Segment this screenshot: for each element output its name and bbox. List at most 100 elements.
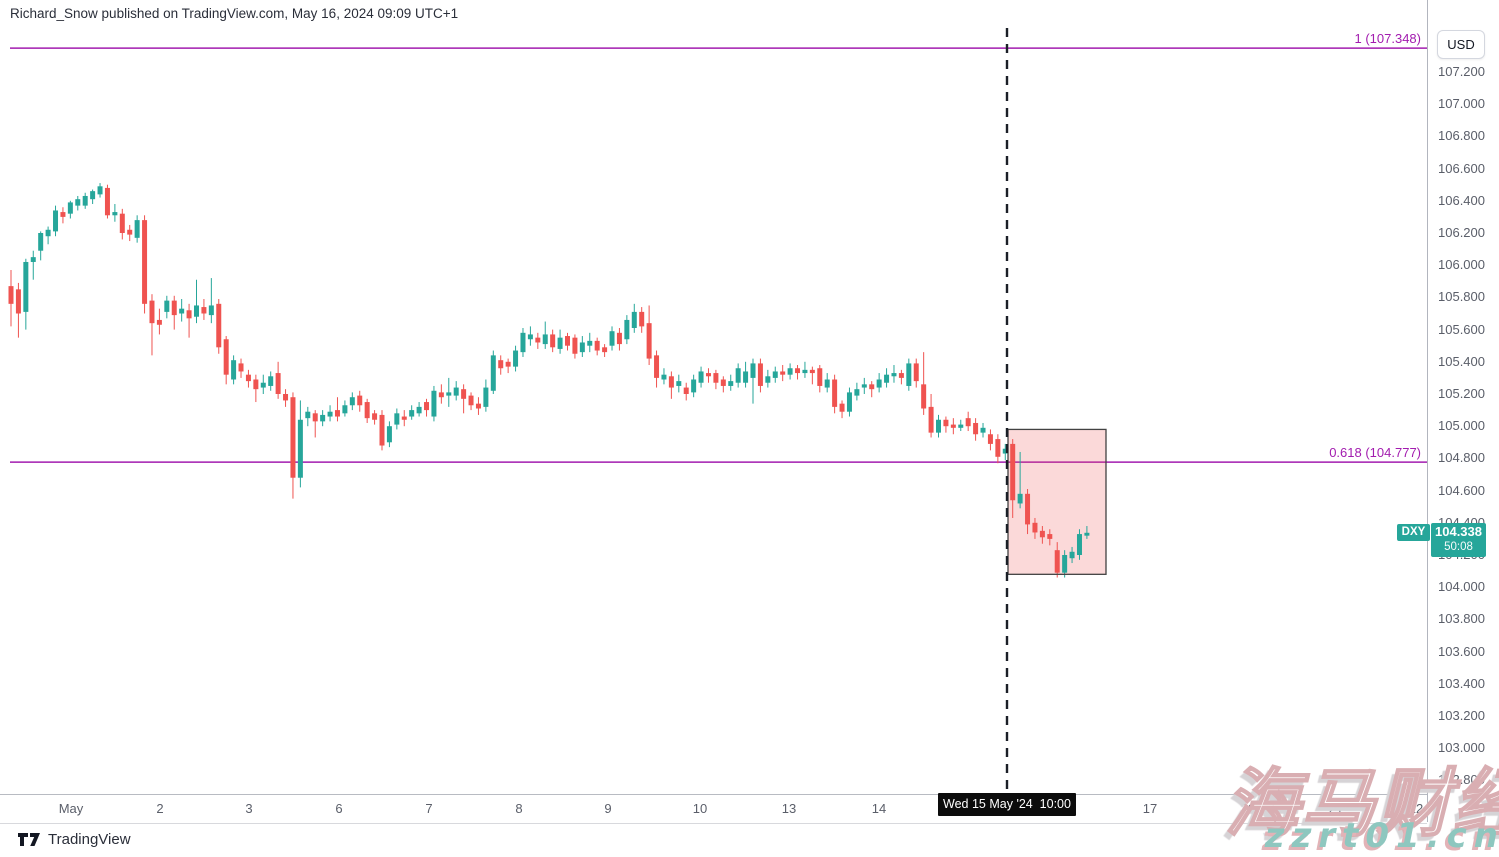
time-tick-label: 13 (781, 801, 797, 816)
price-tick-label: 105.200 (1438, 386, 1485, 401)
tradingview-logo-text: TradingView (48, 831, 131, 848)
candle-down (223, 336, 229, 385)
candle-up (936, 414, 941, 438)
price-tick-label: 105.000 (1438, 418, 1485, 434)
candle-down (668, 371, 674, 399)
candle-up (513, 345, 519, 372)
candle-up (305, 406, 311, 427)
candle-up (980, 422, 986, 438)
price-tick-label: 106.400 (1438, 192, 1485, 208)
price-tick-label: 107.000 (1438, 96, 1485, 112)
candle-up (90, 189, 96, 205)
price-tick-label: 106.800 (1438, 128, 1485, 144)
candle-down (995, 434, 1001, 464)
price-tick-label: 103.800 (1438, 611, 1485, 627)
candle-down (795, 365, 801, 380)
price-tick-label: 102.800 (1438, 772, 1485, 788)
candle-up (609, 326, 615, 351)
candle-down (461, 384, 467, 414)
candle-up (82, 192, 88, 209)
candle-up (743, 361, 749, 388)
candle-up (23, 258, 29, 330)
candle-up (483, 379, 489, 412)
candle-up (906, 358, 912, 391)
tradingview-logo[interactable]: TradingView (18, 831, 131, 848)
highlight-box-border[interactable] (1007, 428, 1107, 575)
candle-up (884, 368, 890, 388)
candle-down (1010, 439, 1016, 518)
candle-up (45, 226, 51, 245)
candle-up (802, 361, 808, 378)
time-axis[interactable]: Wed 15 May '24 10:00 May 2 3 6 7 8 9 10 13 14 17 20… (0, 793, 1427, 824)
candle-up (67, 200, 73, 219)
candle-up (765, 369, 771, 388)
candle-down (594, 337, 600, 356)
candle-up (527, 326, 533, 346)
candle-up (453, 381, 459, 401)
candle-up (431, 385, 437, 422)
candle-up (1017, 451, 1023, 509)
candle-up (728, 374, 734, 391)
bar-countdown: 50:08 (1444, 540, 1473, 553)
candle-down (275, 361, 281, 399)
candle-up (1002, 443, 1008, 461)
candle-up (891, 365, 897, 383)
candle-down (1039, 526, 1045, 544)
candle-down (809, 366, 815, 385)
candle-down (283, 389, 289, 407)
candle-up (208, 278, 214, 324)
price-tick-label: 106.200 (1438, 225, 1485, 240)
candle-down (15, 282, 21, 338)
candle-down (913, 358, 919, 388)
watermark-url: zzrt01.cn (1264, 816, 1499, 856)
candle-down (238, 358, 244, 378)
price-tick-label: 103.000 (1438, 740, 1485, 756)
candle-down (1032, 517, 1038, 539)
candle-down (757, 358, 763, 393)
time-tick-label: 17 (1142, 801, 1158, 816)
candle-up (624, 315, 630, 345)
candle-up (327, 405, 333, 422)
candle-up (676, 374, 682, 393)
candle-down (950, 418, 956, 435)
candle-up (854, 382, 860, 401)
candle-up (1069, 546, 1075, 564)
candle-up (164, 295, 170, 319)
candle-down (928, 394, 934, 438)
candle-down (401, 410, 407, 427)
candle-up (661, 368, 667, 385)
candle-down (127, 224, 133, 242)
candle-down (921, 352, 927, 415)
candle-up (30, 250, 36, 280)
candle-up (1062, 550, 1068, 578)
candle-down (1025, 488, 1031, 535)
price-tick-label: 106.600 (1438, 160, 1485, 176)
currency-button[interactable]: USD (1437, 30, 1485, 59)
candle-down (616, 327, 622, 351)
price-axis[interactable]: USD 107.200 107.000 106.800 106.600 106.400 1… (1427, 0, 1499, 822)
fib-label-0618: 0.618 (104.777) (1329, 445, 1421, 461)
price-tick-label: 107.200 (1438, 64, 1485, 79)
price-tick-label: 105.400 (1438, 353, 1485, 369)
candle-up (446, 377, 452, 407)
candle-down (639, 307, 645, 333)
publisher-note: Richard_Snow published on TradingView.co… (10, 6, 459, 21)
time-tick-label: 21 (1328, 801, 1344, 816)
time-tick-label: 3 (245, 801, 253, 816)
candle-up (112, 204, 118, 222)
candle-up (260, 374, 266, 394)
candle-down (498, 355, 504, 375)
candle-down (505, 358, 511, 374)
candle-up (394, 408, 400, 430)
candle-down (186, 303, 192, 338)
candle-down (646, 305, 652, 366)
price-tick-label: 105.800 (1438, 289, 1485, 305)
candle-up (349, 392, 355, 411)
candle-down (987, 429, 993, 451)
candle-up (846, 387, 852, 417)
candle-up (876, 373, 882, 393)
chart-canvas[interactable] (0, 0, 1427, 794)
time-tick-label: 2 (156, 801, 164, 816)
candle-down (683, 382, 689, 401)
